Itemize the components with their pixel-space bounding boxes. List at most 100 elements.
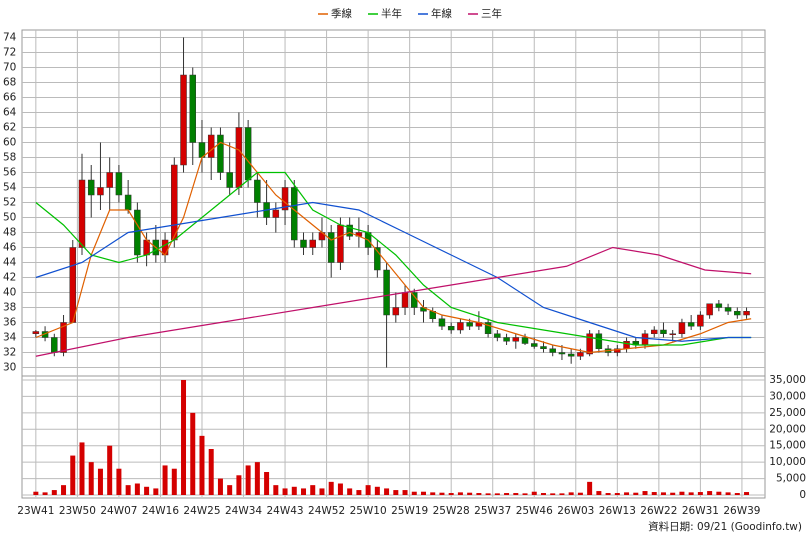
volume-bar [217, 478, 223, 495]
candle-body [724, 307, 732, 312]
y-tick-label: 38 [3, 302, 16, 314]
y-tick-label: 64 [3, 107, 17, 119]
y-tick-label: 70 [3, 62, 16, 74]
volume-bar [439, 492, 445, 495]
volume-bar [374, 486, 380, 495]
volume-bar [707, 491, 713, 495]
y-tick-label: 50 [3, 212, 16, 224]
y-tick-label: 48 [3, 227, 16, 239]
y-tick-label: 36 [3, 317, 17, 329]
moving-average-line [35, 141, 752, 354]
y-tick-label: 52 [3, 197, 16, 209]
y-tick-label: 56 [3, 167, 17, 179]
candle-body [558, 352, 566, 355]
y2-tick-label: 35,000 [769, 374, 806, 386]
candle-body [281, 187, 289, 211]
x-tick-label: 24W07 [100, 505, 137, 517]
volume-bar [577, 492, 583, 495]
y2-tick-label: 25,000 [769, 407, 806, 419]
volume-bar [273, 485, 279, 495]
candle-body [244, 127, 252, 181]
volume-bar [97, 468, 103, 495]
candle-body [697, 314, 704, 327]
candle-body [614, 348, 621, 353]
volume-bar [651, 492, 657, 495]
volume-bar [540, 493, 546, 495]
candle-body [51, 337, 58, 353]
x-tick-label: 25W19 [391, 505, 428, 517]
y-tick-label: 46 [3, 242, 17, 254]
candle-body [521, 337, 529, 344]
volume-bar [51, 490, 57, 495]
candle-body [300, 239, 307, 248]
y-tick-label: 66 [3, 92, 17, 104]
volume-bar [227, 485, 233, 495]
volume-bar [264, 472, 270, 495]
volume-bar [596, 491, 602, 495]
candle-body [69, 247, 77, 323]
candle-body [60, 322, 67, 353]
candle-body [512, 337, 520, 342]
legend-label: 年線 [431, 7, 452, 20]
y-tick-label: 32 [3, 347, 16, 359]
volume-bar [411, 491, 417, 495]
volume-bar [144, 486, 150, 495]
volume-bar [697, 492, 703, 495]
volume-bar [107, 445, 113, 495]
candle-body [660, 329, 667, 334]
volume-bar [42, 492, 48, 495]
candle-body [549, 348, 556, 353]
candle-body [180, 74, 187, 166]
y-tick-label: 44 [3, 257, 17, 269]
x-tick-label: 26W22 [640, 505, 677, 517]
volume-bar [624, 492, 630, 495]
volume-bar [70, 455, 76, 495]
legend-label: 季線 [331, 7, 352, 20]
y-tick-label: 72 [3, 47, 16, 59]
volume-bar [467, 492, 473, 495]
volume-bar [476, 493, 482, 495]
legend-label: 三年 [481, 7, 502, 20]
volume-bar [356, 490, 362, 495]
volume-bar [734, 493, 740, 495]
volume-bar [337, 483, 343, 495]
volume-bar [670, 492, 676, 495]
x-tick-label: 24W43 [266, 505, 303, 517]
x-tick-label: 24W34 [225, 505, 262, 517]
x-tick-label: 25W28 [433, 505, 470, 517]
y-tick-label: 34 [3, 332, 17, 344]
candle-body [337, 224, 344, 263]
candle-body [291, 187, 298, 241]
volume-bar [614, 493, 620, 495]
volume-bar [190, 412, 196, 495]
candle-body [217, 134, 224, 173]
candle-body [641, 333, 649, 346]
candle-body [374, 247, 381, 271]
volume-bar [642, 491, 648, 495]
volume-bar [531, 491, 537, 495]
volume-bar [365, 485, 371, 495]
volume-bar [457, 492, 463, 495]
volume-bar [568, 492, 574, 495]
candle-body [106, 172, 113, 188]
x-tick-label: 23W41 [17, 505, 54, 517]
candle-body [383, 269, 390, 316]
candle-body [226, 172, 233, 188]
y2-tick-label: 0 [799, 489, 806, 501]
volume-bar [605, 493, 611, 495]
volume-bar [88, 462, 94, 495]
candle-body [494, 333, 501, 338]
x-tick-label: 26W39 [723, 505, 760, 517]
candle-body [650, 329, 658, 334]
volume-bar [245, 465, 251, 495]
volume-bar [384, 488, 390, 495]
volume-bar [208, 449, 214, 495]
volume-bar [420, 491, 426, 495]
volume-bar [522, 493, 528, 495]
volume-bar [550, 493, 556, 495]
candle-body [586, 333, 593, 355]
candle-body [189, 74, 197, 143]
moving-average-line [35, 246, 752, 357]
candle-body [567, 353, 575, 357]
candle-body [272, 209, 280, 218]
